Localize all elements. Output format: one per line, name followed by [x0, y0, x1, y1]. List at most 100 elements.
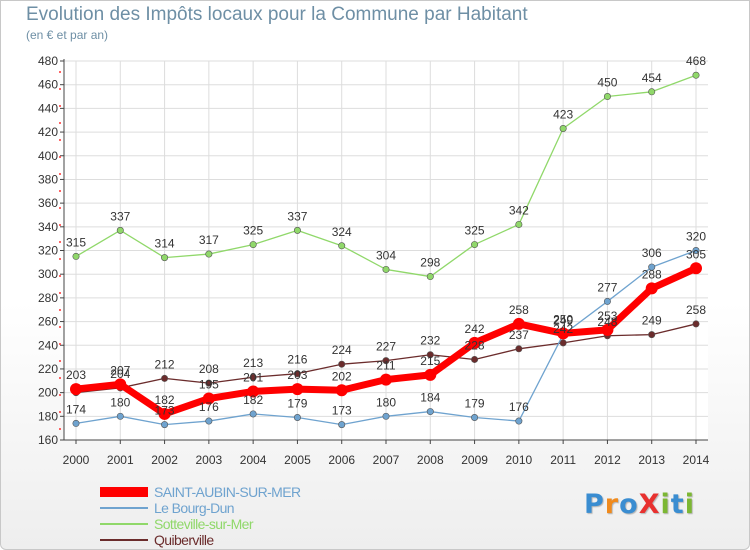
data-label: 305 — [686, 247, 706, 261]
x-tick-label: 2014 — [683, 453, 710, 467]
y-tick-label: 300 — [38, 267, 58, 281]
data-label: 277 — [597, 280, 617, 294]
data-label: 450 — [597, 76, 617, 90]
series-point-3 — [249, 373, 257, 381]
data-label: 173 — [155, 404, 175, 418]
series-point-0 — [202, 392, 215, 405]
data-label: 173 — [332, 404, 352, 418]
data-label: 304 — [376, 248, 396, 262]
series-point-1 — [249, 410, 257, 418]
data-label: 195 — [199, 378, 219, 392]
x-tick-label: 2008 — [417, 453, 444, 467]
series-point-0 — [645, 282, 658, 295]
data-label: 213 — [243, 356, 263, 370]
data-label: 180 — [110, 395, 130, 409]
y-tick-label: 440 — [38, 101, 58, 115]
series-point-0 — [380, 373, 392, 386]
data-label: 179 — [465, 396, 485, 410]
data-label: 325 — [243, 224, 263, 238]
series-point-3 — [161, 374, 169, 382]
y-tick-label: 260 — [38, 315, 58, 329]
data-label: 207 — [110, 363, 130, 377]
legend-swatch — [100, 507, 148, 509]
series-point-1 — [648, 263, 656, 271]
x-tick-label: 2000 — [63, 453, 90, 467]
series-point-2 — [249, 241, 257, 249]
chart-subtitle: (en € et par an) — [26, 28, 109, 42]
legend-swatch — [100, 487, 148, 497]
data-label: 237 — [509, 328, 529, 342]
data-label: 325 — [465, 224, 485, 238]
series-point-1 — [692, 247, 700, 255]
data-label: 468 — [686, 54, 706, 68]
data-label: 232 — [420, 334, 440, 348]
series-point-0 — [690, 262, 702, 275]
series-point-2 — [116, 226, 124, 234]
series-point-3 — [515, 345, 523, 353]
data-label: 306 — [642, 246, 662, 260]
data-label: 227 — [376, 340, 396, 354]
data-label: 337 — [110, 209, 130, 223]
series-point-2 — [559, 125, 567, 133]
y-tick-label: 280 — [38, 291, 58, 305]
series-point-1 — [471, 413, 479, 421]
y-tick-label: 160 — [38, 433, 58, 447]
data-label: 250 — [553, 312, 573, 326]
series-point-1 — [382, 412, 390, 420]
x-tick-label: 2009 — [461, 453, 488, 467]
series-point-2 — [471, 241, 479, 249]
data-label: 315 — [66, 235, 86, 249]
data-label: 253 — [597, 309, 617, 323]
series-point-1 — [338, 421, 346, 429]
x-tick-label: 2004 — [240, 453, 267, 467]
series-point-2 — [293, 226, 301, 234]
y-tick-label: 320 — [38, 244, 58, 258]
data-label: 216 — [287, 353, 307, 367]
legend-label: Le Bourg-Dun — [154, 500, 235, 516]
y-tick-label: 240 — [38, 338, 58, 352]
data-label: 317 — [199, 233, 219, 247]
series-point-3 — [471, 355, 479, 363]
data-label: 258 — [509, 303, 529, 317]
series-point-0 — [468, 336, 481, 349]
y-tick-label: 480 — [38, 54, 58, 68]
x-tick-label: 2011 — [550, 453, 576, 467]
series-point-0 — [601, 323, 614, 336]
series-point-3 — [293, 370, 301, 378]
series-point-2 — [161, 254, 169, 262]
y-tick-label: 400 — [38, 149, 58, 163]
data-label: 423 — [553, 108, 573, 122]
series-point-2 — [648, 88, 656, 96]
data-label: 320 — [686, 230, 706, 244]
x-tick-label: 2001 — [107, 453, 134, 467]
legend-label: SAINT-AUBIN-SUR-MER — [154, 484, 301, 500]
y-tick-label: 360 — [38, 196, 58, 210]
series-point-2 — [692, 71, 700, 79]
series-point-2 — [426, 273, 434, 281]
x-tick-label: 2007 — [373, 453, 400, 467]
data-label: 180 — [376, 395, 396, 409]
x-tick-label: 2010 — [506, 453, 533, 467]
series-point-0 — [114, 378, 127, 391]
data-label: 201 — [243, 370, 263, 384]
y-tick-label: 460 — [38, 78, 58, 92]
data-label: 176 — [509, 400, 529, 414]
series-point-0 — [512, 317, 525, 330]
series-point-3 — [559, 339, 567, 347]
series-point-1 — [72, 419, 80, 427]
data-label: 202 — [332, 369, 352, 383]
series-point-1 — [293, 413, 301, 421]
series-point-1 — [515, 417, 523, 425]
series-point-2 — [603, 93, 611, 101]
data-label: 288 — [642, 267, 662, 281]
data-label: 248 — [597, 315, 617, 329]
series-point-0 — [70, 383, 82, 396]
series-point-3 — [338, 360, 346, 368]
data-label: 208 — [199, 362, 219, 376]
series-point-3 — [205, 379, 213, 387]
data-label: 298 — [420, 256, 440, 270]
data-label: 314 — [155, 237, 175, 251]
series-point-0 — [247, 385, 260, 398]
x-tick-label: 2012 — [594, 453, 621, 467]
series-point-3 — [648, 331, 656, 339]
